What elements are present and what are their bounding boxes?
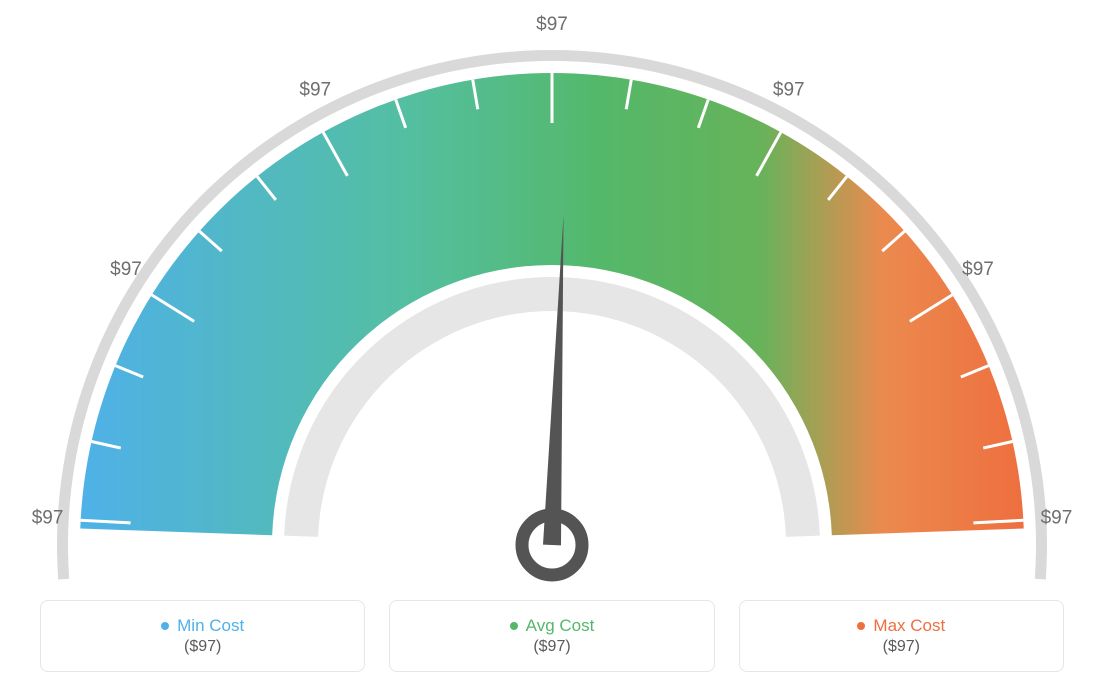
dot-icon [161,622,169,630]
legend-card-avg: Avg Cost ($97) [389,600,714,672]
svg-text:$97: $97 [536,14,568,35]
legend-value: ($97) [883,638,920,656]
svg-text:$97: $97 [32,508,64,529]
legend-label: Avg Cost [526,616,595,636]
legend-value: ($97) [184,638,221,656]
svg-text:$97: $97 [773,79,805,100]
svg-text:$97: $97 [962,259,994,280]
svg-text:$97: $97 [1041,508,1073,529]
legend-row: Min Cost ($97) Avg Cost ($97) Max Cost (… [40,600,1064,672]
legend-label: Min Cost [177,616,244,636]
gauge-cost-widget: $97 $97 $97 $97 $97 $97 $97 Min Cost ($97) Avg… [0,0,1104,690]
legend-label: Max Cost [873,616,945,636]
legend-card-max: Max Cost ($97) [739,600,1064,672]
gauge-chart: $97 $97 $97 $97 $97 $97 $97 [0,0,1104,590]
svg-text:$97: $97 [110,259,142,280]
svg-text:$97: $97 [299,79,331,100]
dot-icon [510,622,518,630]
legend-card-min: Min Cost ($97) [40,600,365,672]
dot-icon [857,622,865,630]
legend-value: ($97) [533,638,570,656]
